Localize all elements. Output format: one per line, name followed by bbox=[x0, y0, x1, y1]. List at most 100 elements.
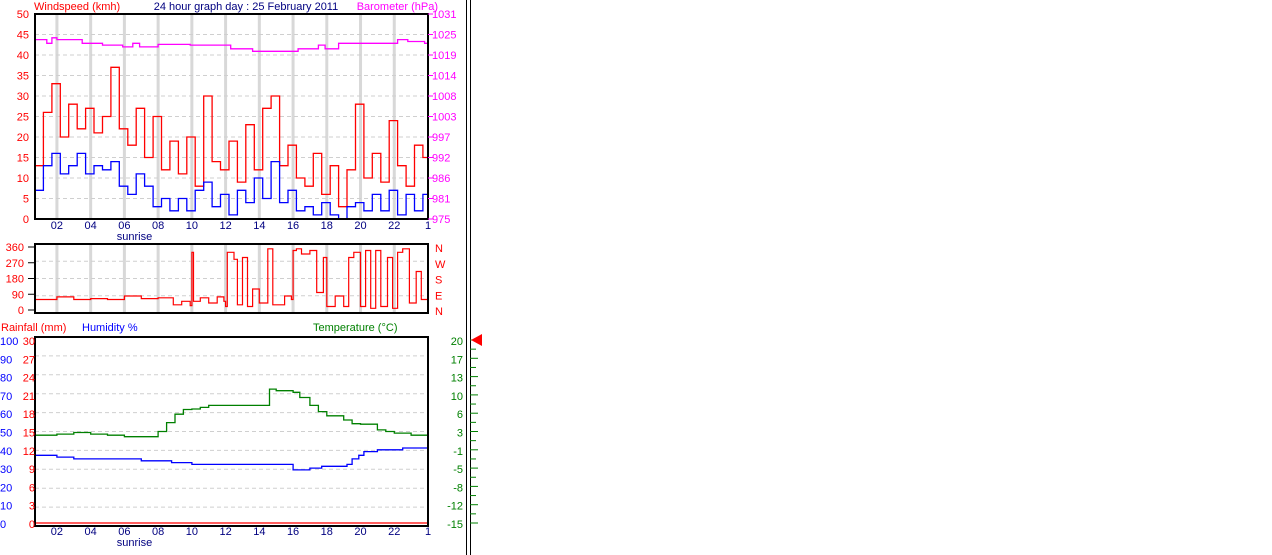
temperature-marker-icon bbox=[471, 334, 482, 346]
x-tick-label: 06 bbox=[118, 526, 130, 538]
temperature-humidity-panel: 0 0 -15 10 3 -12 20 6 -8 30 9 -5 40 12 -1 50 15 3 60 18 6 70 2… bbox=[0, 334, 482, 549]
temperature-tick-label: 20 bbox=[451, 336, 463, 348]
barometer-series-line bbox=[35, 37, 428, 52]
x-tick-label: 18 bbox=[321, 220, 333, 232]
direction-tick-label: 360 bbox=[6, 242, 24, 254]
plot-border bbox=[34, 336, 429, 527]
compass-label: E bbox=[435, 290, 442, 302]
humidity-series-line bbox=[35, 447, 428, 471]
rainfall-tick-label: 12 bbox=[23, 446, 35, 458]
windspeed-axis-title: Windspeed (kmh) bbox=[34, 1, 120, 13]
x-tick-label: 20 bbox=[354, 220, 366, 232]
windspeed-tick-label: 5 bbox=[23, 194, 29, 206]
temperature-tick-label: 3 bbox=[457, 428, 463, 440]
compass-label: N bbox=[435, 243, 443, 255]
windspeed-tick-label: 20 bbox=[17, 132, 29, 144]
temperature-series-line bbox=[35, 388, 429, 438]
average-wind-series-line bbox=[35, 152, 428, 220]
windspeed-tick-label: 10 bbox=[17, 173, 29, 185]
humidity-tick-label: 70 bbox=[0, 391, 12, 403]
barometer-tick-label: 1031 bbox=[432, 9, 456, 21]
windspeed-tick-label: 25 bbox=[17, 112, 29, 124]
barometer-tick-label: 975 bbox=[432, 214, 450, 226]
direction-tick-label: 270 bbox=[6, 258, 24, 270]
barometer-tick-label: 997 bbox=[432, 132, 450, 144]
rainfall-tick-label: 24 bbox=[23, 373, 35, 385]
x-tick-label: 12 bbox=[219, 220, 231, 232]
humidity-tick-label: 20 bbox=[0, 482, 12, 494]
barometer-tick-label: 981 bbox=[432, 194, 450, 206]
barometer-tick-label: 1025 bbox=[432, 30, 456, 42]
rainfall-tick-label: 21 bbox=[23, 391, 35, 403]
barometer-tick-label: 986 bbox=[432, 173, 450, 185]
humidity-tick-label: 40 bbox=[0, 446, 12, 458]
windspeed-tick-label: 50 bbox=[17, 9, 29, 21]
windspeed-tick-label: 35 bbox=[17, 71, 29, 83]
temperature-tick-label: -8 bbox=[453, 482, 463, 494]
x-tick-label: 20 bbox=[354, 526, 366, 538]
chart-title: 24 hour graph day : 25 February 2011 bbox=[154, 1, 338, 13]
humidity-axis-title: Humidity % bbox=[82, 322, 138, 334]
x-tick-label: 10 bbox=[186, 220, 198, 232]
temperature-tick-label: -5 bbox=[453, 464, 463, 476]
humidity-tick-label: 10 bbox=[0, 501, 12, 513]
rainfall-tick-label: 27 bbox=[23, 354, 35, 366]
rainfall-tick-label: 9 bbox=[29, 464, 35, 476]
temperature-tick-label: 6 bbox=[457, 409, 463, 421]
rainfall-axis-title: Rainfall (mm) bbox=[1, 322, 66, 334]
humidity-tick-label: 80 bbox=[0, 373, 12, 385]
windspeed-tick-label: 0 bbox=[23, 214, 29, 226]
humidity-tick-label: 30 bbox=[0, 464, 12, 476]
direction-tick-label: 90 bbox=[12, 289, 24, 301]
x-tick-label: 14 bbox=[253, 526, 265, 538]
x-tick-label: 08 bbox=[152, 526, 164, 538]
x-tick-label: 16 bbox=[287, 220, 299, 232]
x-tick-label: 18 bbox=[321, 526, 333, 538]
x-tick-label: 08 bbox=[152, 220, 164, 232]
rainfall-tick-label: 6 bbox=[29, 482, 35, 494]
x-tick-label: 04 bbox=[85, 220, 97, 232]
x-tick-label: 22 bbox=[388, 220, 400, 232]
x-tick-label: 10 bbox=[186, 526, 198, 538]
temperature-tick-label: 10 bbox=[451, 391, 463, 403]
windspeed-tick-label: 30 bbox=[17, 91, 29, 103]
sunrise-label: sunrise bbox=[117, 231, 152, 243]
windspeed-tick-label: 40 bbox=[17, 50, 29, 62]
wind-barometer-panel: 0 5 10 15 20 25 30 35 40 45 50 975 981 986 992 997 1003 1… bbox=[17, 9, 457, 243]
x-tick-label: 16 bbox=[287, 526, 299, 538]
temperature-tick-label: -1 bbox=[453, 446, 463, 458]
rainfall-tick-label: 0 bbox=[29, 519, 35, 531]
compass-label: N bbox=[435, 306, 443, 318]
x-tick-label: 02 bbox=[51, 526, 63, 538]
humidity-tick-label: 60 bbox=[0, 409, 12, 421]
rainfall-tick-label: 18 bbox=[23, 409, 35, 421]
compass-label: S bbox=[435, 275, 442, 287]
sunrise-label: sunrise bbox=[117, 537, 152, 549]
windspeed-tick-label: 15 bbox=[17, 153, 29, 165]
temperature-tick-label: 17 bbox=[451, 354, 463, 366]
windspeed-tick-label: 45 bbox=[17, 30, 29, 42]
barometer-tick-label: 992 bbox=[432, 153, 450, 165]
x-tick-label: 14 bbox=[253, 220, 265, 232]
x-tick-label: 04 bbox=[85, 526, 97, 538]
humidity-tick-label: 0 bbox=[0, 519, 6, 531]
x-tick-label: 06 bbox=[118, 220, 130, 232]
rainfall-tick-label: 3 bbox=[29, 501, 35, 513]
temperature-tick-label: -15 bbox=[447, 519, 463, 531]
barometer-tick-label: 1014 bbox=[432, 71, 456, 83]
rainfall-tick-label: 15 bbox=[23, 428, 35, 440]
humidity-tick-label: 90 bbox=[0, 354, 12, 366]
x-tick-label: 22 bbox=[388, 526, 400, 538]
compass-label: W bbox=[435, 259, 446, 271]
x-tick-label: 1 bbox=[425, 220, 431, 232]
barometer-axis-title: Barometer (hPa) bbox=[357, 1, 438, 13]
humidity-tick-label: 50 bbox=[0, 428, 12, 440]
temperature-tick-label: 13 bbox=[451, 373, 463, 385]
direction-tick-label: 180 bbox=[6, 274, 24, 286]
wind-direction-series-line bbox=[35, 248, 429, 309]
barometer-tick-label: 1008 bbox=[432, 91, 456, 103]
barometer-tick-label: 1019 bbox=[432, 50, 456, 62]
x-tick-label: 02 bbox=[51, 220, 63, 232]
